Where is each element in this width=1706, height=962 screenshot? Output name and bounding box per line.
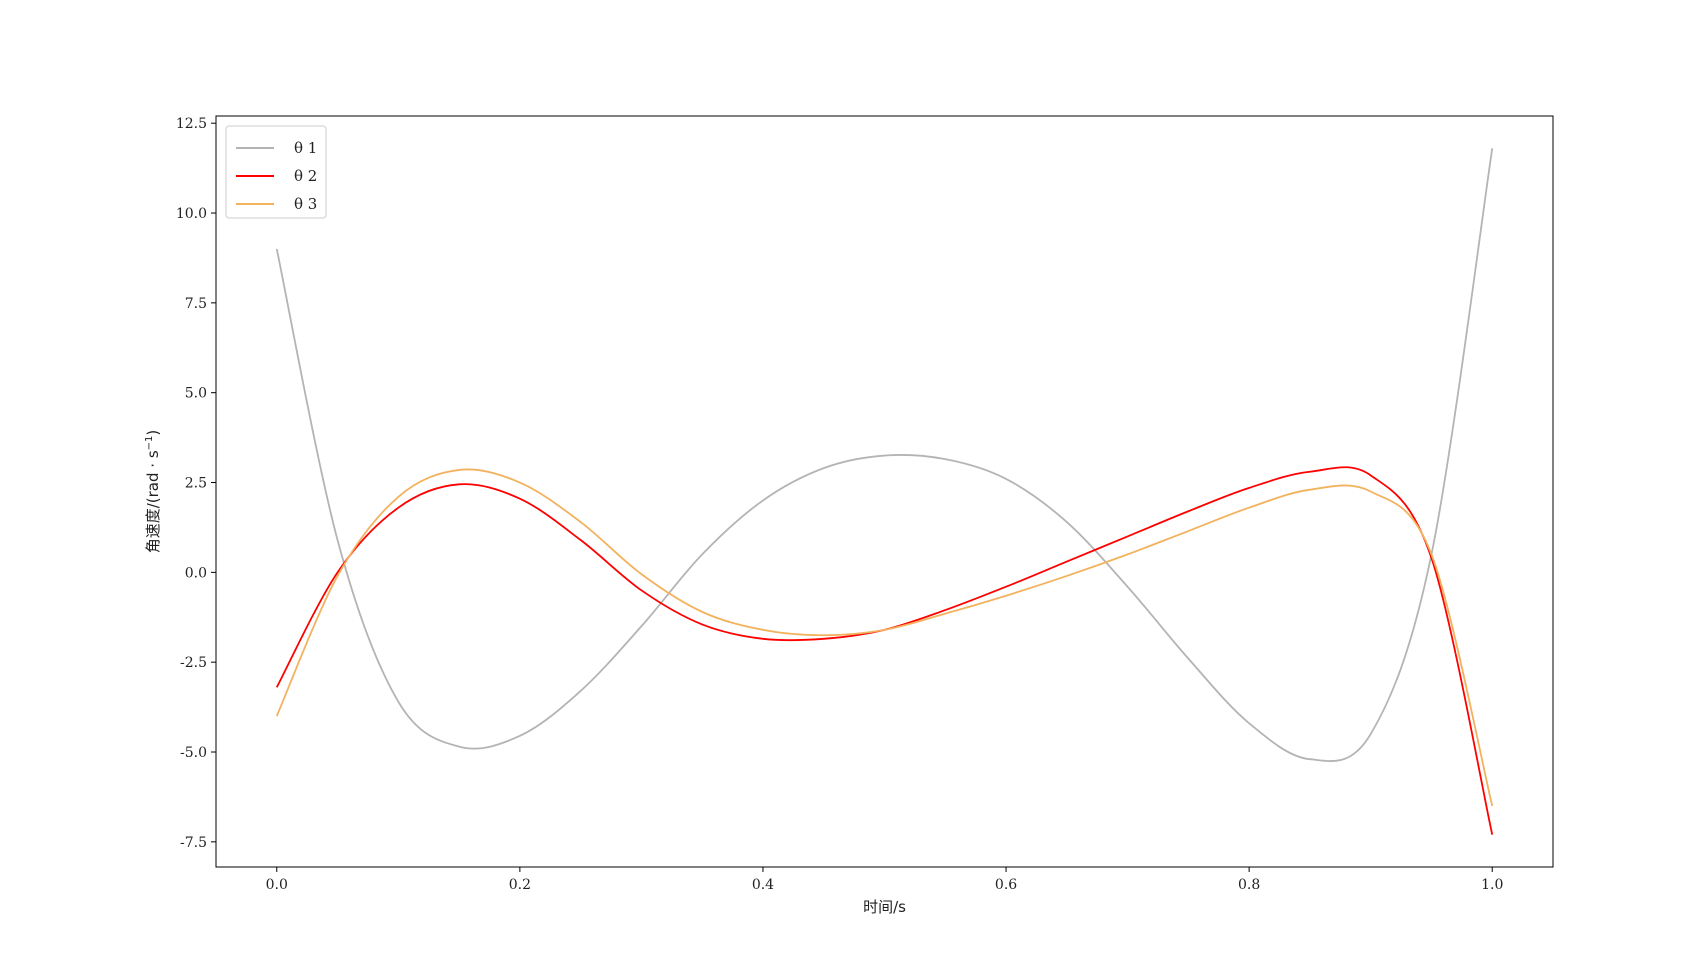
y-tick-label: -2.5 bbox=[180, 655, 207, 671]
x-tick-label: 0.0 bbox=[266, 877, 288, 893]
legend: θ 1 θ 2 θ 3 bbox=[225, 125, 327, 219]
y-tick-label: 12.5 bbox=[176, 116, 207, 132]
y-tick-label: 2.5 bbox=[185, 476, 207, 492]
x-tick-label: 0.2 bbox=[509, 877, 531, 893]
y-tick-label: 7.5 bbox=[185, 296, 207, 312]
series-line-2 bbox=[275, 466, 1494, 835]
y-tick-label: 0.0 bbox=[185, 565, 207, 581]
x-tick-label: 0.6 bbox=[995, 877, 1017, 893]
x-axis-ticks: 0.0 0.2 0.4 0.6 0.8 1.0 bbox=[266, 867, 1503, 893]
y-axis-label-exponent: −1 bbox=[144, 436, 155, 451]
y-tick-label: -7.5 bbox=[180, 835, 207, 851]
y-axis-label: 角速度/(rad · s−1) bbox=[144, 430, 162, 554]
x-tick-label: 1.0 bbox=[1481, 877, 1503, 893]
legend-label: θ 2 bbox=[294, 167, 317, 185]
plot-frame bbox=[215, 115, 1554, 868]
series-line-1 bbox=[275, 148, 1494, 762]
y-axis-ticks: -7.5 -5.0 -2.5 0.0 2.5 5.0 7.5 10.0 12.5 bbox=[176, 116, 216, 851]
series-line-3 bbox=[275, 468, 1494, 807]
legend-label: θ 3 bbox=[294, 195, 317, 213]
series-lines bbox=[275, 148, 1494, 835]
x-tick-label: 0.4 bbox=[752, 877, 774, 893]
x-tick-label: 0.8 bbox=[1238, 877, 1260, 893]
y-axis-label-suffix: ) bbox=[144, 430, 162, 436]
y-tick-label: -5.0 bbox=[180, 745, 207, 761]
y-tick-label: 5.0 bbox=[185, 386, 207, 402]
x-axis-label: 时间/s bbox=[863, 898, 906, 916]
legend-label: θ 1 bbox=[294, 139, 317, 157]
y-axis-label-main: 角速度/(rad · s bbox=[144, 450, 162, 553]
y-tick-label: 10.0 bbox=[176, 206, 207, 222]
